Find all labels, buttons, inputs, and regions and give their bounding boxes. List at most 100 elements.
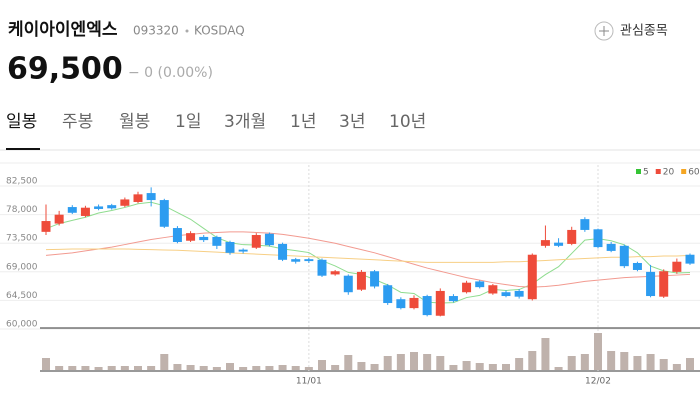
tab[interactable]: 일봉	[6, 112, 37, 132]
candle-body	[619, 245, 629, 267]
candle-body	[264, 233, 274, 246]
candle-body	[527, 254, 537, 300]
candle-body	[41, 221, 51, 232]
candle-body	[304, 259, 314, 262]
candle-body	[593, 229, 603, 248]
candle-body	[567, 229, 577, 244]
candle-body	[580, 219, 590, 230]
candle-body	[632, 262, 642, 270]
separator	[185, 29, 189, 33]
volume-bar	[239, 367, 248, 370]
tab[interactable]: 주봉	[62, 112, 93, 132]
legend-swatch	[681, 169, 687, 174]
volume-bar	[186, 365, 195, 370]
candle-body	[501, 292, 511, 297]
candle-body	[435, 290, 445, 316]
market: KOSDAQ	[194, 24, 245, 38]
watch-button[interactable]: 관심종목	[620, 24, 668, 39]
ma-line	[45, 201, 691, 304]
candle-body	[554, 242, 564, 246]
candle-body	[409, 297, 419, 309]
volume-bar	[370, 364, 379, 370]
volume-bar	[580, 354, 589, 370]
candle-body	[356, 271, 366, 290]
volume-bar	[594, 333, 602, 370]
volume-bar	[659, 359, 668, 370]
volume-bar	[462, 361, 471, 370]
tabs: 일봉 주봉 월봉 1일 3개월 1년 3년 10년	[6, 112, 426, 132]
price-change: − 0 (0.00%)	[128, 65, 213, 81]
tab[interactable]: 3개월	[224, 112, 266, 132]
volume-bar	[226, 363, 234, 370]
volume-bar	[646, 354, 655, 370]
volume-bar	[672, 364, 681, 370]
volume-bar	[449, 365, 458, 370]
candle-body	[278, 243, 288, 260]
y-tick-label: 60,000	[6, 320, 38, 330]
candle-body	[291, 259, 301, 262]
candle-body	[225, 242, 235, 253]
volume-bar	[120, 366, 129, 370]
candle-body	[672, 261, 682, 272]
volume-bar	[383, 356, 392, 370]
volume-bar	[94, 367, 103, 370]
stock-code: 093320	[133, 24, 179, 38]
y-tick-label: 69,000	[6, 262, 38, 272]
volume-bar	[502, 364, 510, 370]
candle-body	[462, 282, 472, 293]
candle-body	[475, 281, 485, 288]
candle-body	[330, 271, 340, 275]
volume-bar	[475, 363, 484, 370]
active-tab-underline	[6, 148, 40, 150]
volume-bar	[265, 366, 274, 370]
legend-label: 5	[643, 168, 649, 178]
legend-label: 60	[688, 168, 700, 178]
candle-body	[317, 259, 327, 276]
volume-bar	[199, 366, 208, 370]
ma-line	[45, 231, 691, 288]
candle-body	[343, 275, 353, 293]
volume-bar	[620, 352, 629, 370]
volume-bar	[541, 338, 550, 370]
watch-plus	[599, 26, 609, 36]
candle-body	[172, 228, 182, 243]
candle-body	[238, 249, 248, 252]
candle-body	[159, 200, 169, 227]
volume-bar	[318, 360, 326, 370]
watch-icon[interactable]	[594, 21, 614, 41]
price: 69,500	[7, 52, 123, 87]
y-tick-label: 78,000	[6, 205, 38, 215]
volume-bar	[410, 352, 418, 370]
volume-bar	[396, 354, 405, 370]
legend-label: 20	[663, 168, 675, 178]
volume-bar	[528, 351, 537, 370]
volume-bar	[81, 366, 90, 370]
tab[interactable]: 1년	[290, 112, 316, 132]
candle-body	[199, 236, 209, 241]
volume-bar	[488, 364, 497, 370]
volume-bar	[160, 354, 169, 370]
volume-bar	[357, 362, 366, 370]
plot: 60,000 64,500 69,000 73,500 78,000 82,500 11/0…	[0, 162, 700, 387]
candle-body	[514, 290, 524, 297]
volume-bar	[42, 358, 50, 370]
candle-body	[659, 271, 669, 297]
tab[interactable]: 10년	[389, 112, 426, 132]
volume-bar	[212, 367, 221, 370]
candle-body	[146, 193, 156, 201]
candle-body	[107, 205, 117, 209]
y-tick-label: 82,500	[6, 177, 38, 187]
volume-bar	[567, 356, 576, 370]
volume-bar	[68, 366, 77, 370]
candle-body	[422, 296, 432, 316]
tab[interactable]: 3년	[339, 112, 365, 132]
volume-bar	[686, 358, 694, 370]
legend-swatch	[655, 169, 661, 174]
volume-bar	[607, 351, 616, 370]
candle-body	[186, 233, 196, 241]
tab[interactable]: 1일	[175, 112, 201, 132]
candle-body	[54, 214, 64, 224]
candle-body	[540, 240, 550, 246]
tab[interactable]: 월봉	[119, 112, 150, 132]
